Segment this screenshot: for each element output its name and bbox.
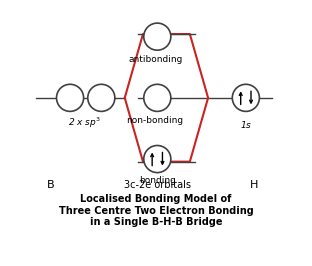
Circle shape — [56, 84, 84, 111]
Circle shape — [144, 146, 171, 173]
Text: H: H — [250, 180, 258, 190]
Text: antibonding: antibonding — [129, 55, 183, 64]
Text: 3c-2e orbitals: 3c-2e orbitals — [124, 180, 191, 190]
Text: non-bonding: non-bonding — [126, 116, 183, 125]
Circle shape — [232, 84, 259, 111]
Text: Localised Bonding Model of
Three Centre Two Electron Bonding
in a Single B-H-B B: Localised Bonding Model of Three Centre … — [59, 194, 253, 227]
Text: bonding: bonding — [139, 176, 176, 185]
Circle shape — [144, 84, 171, 111]
Text: 2 x $sp^3$: 2 x $sp^3$ — [68, 116, 101, 130]
Text: 1$s$: 1$s$ — [240, 119, 252, 130]
Circle shape — [144, 23, 171, 50]
Text: B: B — [47, 180, 54, 190]
Circle shape — [88, 84, 115, 111]
